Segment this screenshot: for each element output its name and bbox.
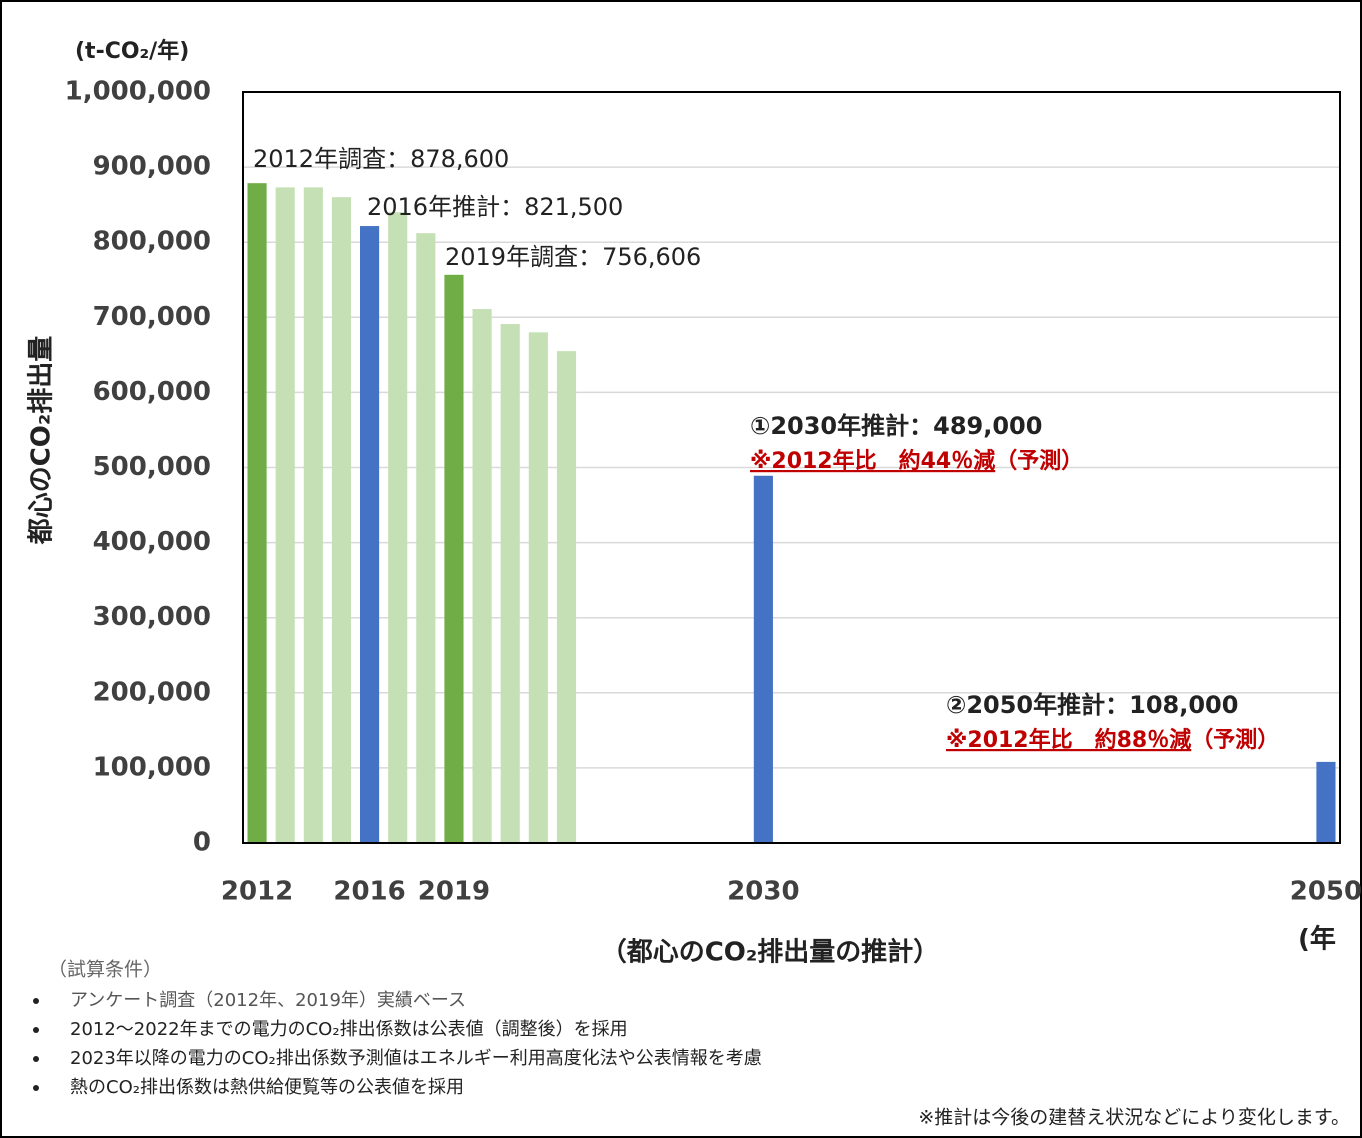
x-tick-label: 2012 [221, 877, 293, 907]
note-highlight: ※2012年比 約44％減 [750, 448, 995, 474]
bar [500, 324, 520, 844]
note-highlight: ※2012年比 約88％減 [946, 727, 1191, 753]
bullet [33, 1056, 39, 1062]
y-axis-label: 都心のCO₂排出量 [27, 336, 57, 546]
annotation: ②2050年推計：108,000 [946, 691, 1238, 719]
plot-frame [242, 91, 1341, 844]
annotation: 2019年調査：756,606 [445, 243, 701, 271]
annotation-note: ※2012年比 約44％減（予測） [750, 448, 1083, 474]
bar [444, 274, 464, 843]
bar [528, 332, 548, 843]
unit-label: (t-CO₂/年) [75, 38, 189, 64]
bar [416, 233, 436, 844]
note-item: 熱のCO₂排出係数は熱供給便覧等の公表値を採用 [70, 1077, 464, 1098]
y-tick-label: 600,000 [93, 377, 211, 407]
bullet [33, 1027, 39, 1033]
y-tick-label: 300,000 [93, 602, 211, 632]
annotation: ①2030年推計：489,000 [750, 412, 1042, 440]
y-tick-label: 800,000 [93, 227, 211, 257]
x-unit: (年 [1298, 924, 1336, 955]
x-tick-label: 2050 [1290, 877, 1362, 907]
x-tick-label: 2030 [727, 877, 799, 907]
bullet [33, 1085, 39, 1091]
annotation-note: ※2012年比 約88％減（予測） [946, 727, 1279, 753]
y-tick-label: 900,000 [93, 152, 211, 182]
bar [472, 309, 492, 843]
y-tick-label: 200,000 [93, 677, 211, 707]
note-item: 2023年以降の電力のCO₂排出係数予測値はエネルギー利用高度化法や公表情報を考… [70, 1048, 762, 1069]
annotation: 2016年推計：821,500 [367, 193, 623, 221]
bar [303, 187, 323, 843]
note-suffix: （予測） [995, 449, 1083, 474]
bar [360, 226, 380, 844]
notes-heading: （試算条件） [48, 959, 162, 981]
bar [247, 183, 267, 844]
bar [1316, 761, 1336, 843]
bar [388, 212, 408, 843]
y-tick-label: 100,000 [93, 752, 211, 782]
footnote: ※推計は今後の建替え状況などにより変化します。 [918, 1107, 1350, 1129]
bar [556, 351, 577, 843]
notes: アンケート調査（2012年、2019年）実績ベース 2012～2022年までの電力… [33, 990, 762, 1098]
y-tick-label: 400,000 [93, 527, 211, 557]
bar [275, 187, 295, 843]
note-suffix: （予測） [1191, 728, 1279, 753]
bar [753, 475, 773, 843]
x-axis-label: （都心のCO₂排出量の推計） [601, 937, 940, 968]
y-tick-label: 700,000 [93, 302, 211, 332]
note-item: アンケート調査（2012年、2019年）実績ベース [70, 990, 466, 1011]
y-tick-label: 500,000 [93, 452, 211, 482]
y-tick-label: 0 [193, 828, 211, 858]
x-tick-label: 2019 [418, 877, 490, 907]
y-tick-label: 1,000,000 [65, 77, 211, 107]
x-tick-label: 2016 [333, 877, 405, 907]
bullet [33, 998, 39, 1004]
annotation: 2012年調査：878,600 [253, 145, 509, 173]
bar [331, 197, 352, 843]
note-item: 2012～2022年までの電力のCO₂排出係数は公表値（調整後）を採用 [70, 1019, 628, 1040]
